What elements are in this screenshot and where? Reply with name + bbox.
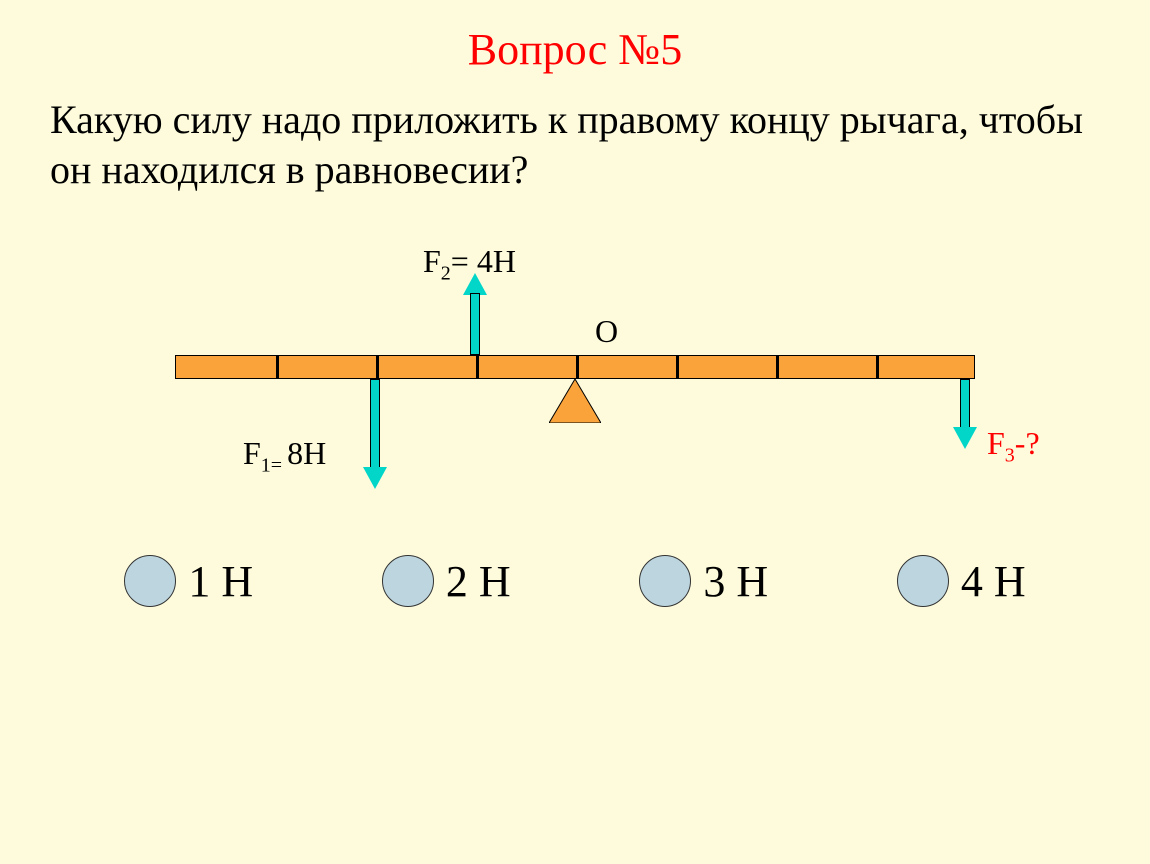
option-1: 1 Н	[124, 555, 253, 607]
option-1-radio[interactable]	[124, 555, 176, 607]
option-2-radio[interactable]	[382, 555, 434, 607]
beam-tick	[376, 356, 379, 378]
option-3-label: 3 Н	[703, 556, 768, 607]
f3-sub: 3	[1005, 444, 1015, 466]
option-3: 3 Н	[639, 555, 768, 607]
force-label-f1: F1= 8H	[243, 435, 326, 477]
option-4: 4 Н	[897, 555, 1026, 607]
option-2-label: 2 Н	[446, 556, 511, 607]
answer-options: 1 Н 2 Н 3 Н 4 Н	[0, 505, 1150, 607]
f2-symbol: F	[423, 243, 441, 279]
fulcrum-label: О	[595, 313, 618, 350]
beam-tick	[276, 356, 279, 378]
force-label-f2: F2= 4H	[423, 243, 516, 285]
option-3-radio[interactable]	[639, 555, 691, 607]
fulcrum-outline	[549, 379, 601, 423]
option-4-radio[interactable]	[897, 555, 949, 607]
lever-diagram: F2= 4H О F1= 8H F3-?	[175, 225, 975, 505]
f2-value: = 4H	[451, 243, 516, 279]
f1-value: 8H	[287, 435, 326, 471]
f1-symbol: F	[243, 435, 261, 471]
question-number-title: Вопрос №5	[0, 0, 1150, 75]
beam-tick	[576, 356, 579, 378]
beam-tick	[476, 356, 479, 378]
f3-value: -?	[1015, 425, 1040, 461]
f3-symbol: F	[987, 425, 1005, 461]
beam-tick	[676, 356, 679, 378]
option-4-label: 4 Н	[961, 556, 1026, 607]
f1-sub: 1=	[261, 454, 287, 476]
lever-beam	[175, 355, 975, 379]
force-label-f3: F3-?	[987, 425, 1040, 467]
beam-tick	[776, 356, 779, 378]
option-1-label: 1 Н	[188, 556, 253, 607]
f2-sub: 2	[441, 262, 451, 284]
question-text: Какую силу надо приложить к правому конц…	[0, 75, 1150, 195]
beam-tick	[876, 356, 879, 378]
option-2: 2 Н	[382, 555, 511, 607]
